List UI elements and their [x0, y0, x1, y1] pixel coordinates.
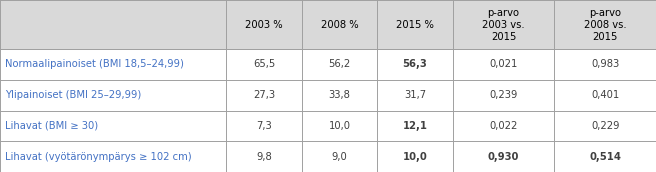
Text: 31,7: 31,7	[404, 90, 426, 100]
Text: 56,2: 56,2	[329, 59, 350, 69]
Text: 2003 %: 2003 %	[245, 19, 283, 30]
Text: 56,3: 56,3	[403, 59, 427, 69]
Text: 0,022: 0,022	[489, 121, 518, 131]
Text: 10,0: 10,0	[403, 152, 427, 162]
Text: 33,8: 33,8	[329, 90, 350, 100]
Text: Normaalipainoiset (BMI 18,5–24,99): Normaalipainoiset (BMI 18,5–24,99)	[5, 59, 184, 69]
Text: 65,5: 65,5	[253, 59, 275, 69]
Text: 0,021: 0,021	[489, 59, 518, 69]
Text: 0,239: 0,239	[489, 90, 518, 100]
Text: 10,0: 10,0	[329, 121, 350, 131]
Text: 0,514: 0,514	[589, 152, 621, 162]
Text: 0,983: 0,983	[591, 59, 619, 69]
Text: 7,3: 7,3	[256, 121, 272, 131]
Text: Lihavat (vyötärönympärys ≥ 102 cm): Lihavat (vyötärönympärys ≥ 102 cm)	[5, 152, 192, 162]
Text: Lihavat (BMI ≥ 30): Lihavat (BMI ≥ 30)	[5, 121, 98, 131]
Bar	[0, 141, 656, 172]
Text: 0,930: 0,930	[488, 152, 519, 162]
Text: 0,229: 0,229	[591, 121, 619, 131]
Text: p-arvo
2003 vs.
2015: p-arvo 2003 vs. 2015	[482, 8, 525, 41]
Text: 2015 %: 2015 %	[396, 19, 434, 30]
Bar	[0, 49, 656, 80]
Bar	[0, 111, 656, 141]
Text: 27,3: 27,3	[253, 90, 275, 100]
Text: 12,1: 12,1	[402, 121, 428, 131]
Text: 0,401: 0,401	[591, 90, 619, 100]
Text: 9,8: 9,8	[256, 152, 272, 162]
Bar	[0, 0, 656, 49]
Text: Ylipainoiset (BMI 25–29,99): Ylipainoiset (BMI 25–29,99)	[5, 90, 142, 100]
Bar	[0, 80, 656, 110]
Text: 2008 %: 2008 %	[321, 19, 358, 30]
Text: 9,0: 9,0	[331, 152, 348, 162]
Text: p-arvo
2008 vs.
2015: p-arvo 2008 vs. 2015	[584, 8, 626, 41]
